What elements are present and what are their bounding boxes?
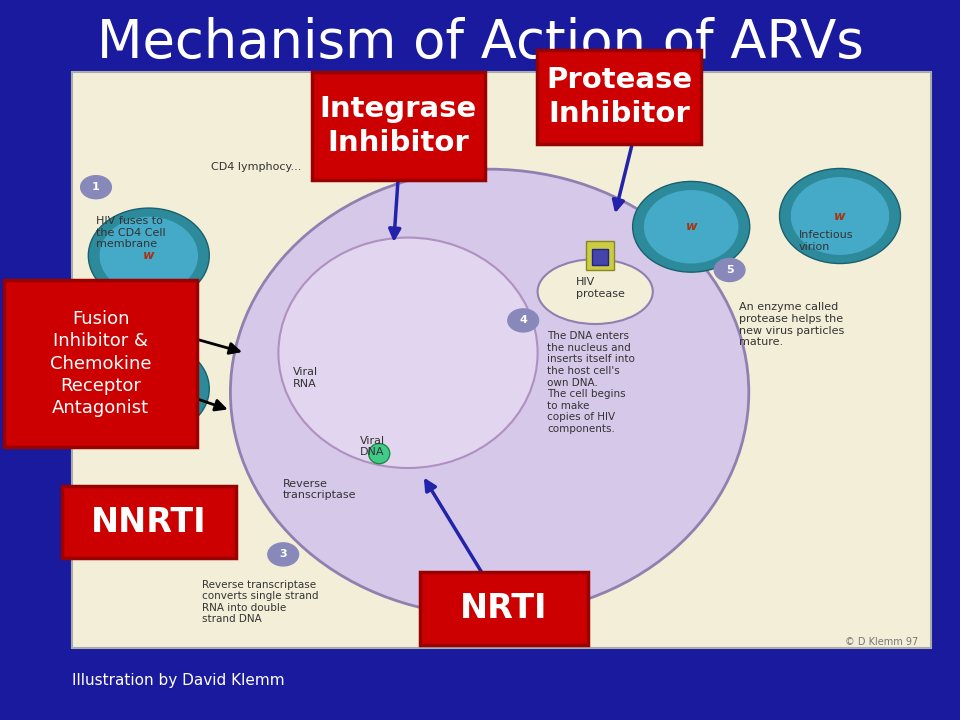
Text: Mechanism of Action of ARVs: Mechanism of Action of ARVs: [97, 17, 863, 69]
Text: 1: 1: [92, 182, 100, 192]
Ellipse shape: [88, 341, 209, 436]
Text: Viral
RNA: Viral RNA: [108, 302, 132, 324]
FancyBboxPatch shape: [538, 50, 701, 144]
Text: Illustration by David Klemm: Illustration by David Klemm: [72, 673, 284, 688]
FancyBboxPatch shape: [420, 572, 588, 645]
Ellipse shape: [780, 168, 900, 264]
Text: HIV fuses to
the CD4 Cell
membrane: HIV fuses to the CD4 Cell membrane: [96, 216, 166, 249]
Text: Protease
Inhibitor: Protease Inhibitor: [546, 66, 692, 128]
Text: An enzyme called
protease helps the
new virus particles
mature.: An enzyme called protease helps the new …: [739, 302, 845, 347]
FancyBboxPatch shape: [592, 249, 608, 265]
Text: © D Klemm 97: © D Klemm 97: [845, 637, 918, 647]
FancyBboxPatch shape: [61, 485, 236, 559]
Text: w: w: [143, 382, 155, 395]
Circle shape: [508, 309, 539, 332]
Text: w: w: [834, 210, 846, 222]
Ellipse shape: [643, 189, 739, 264]
Ellipse shape: [230, 169, 749, 616]
Text: Infectious
virion: Infectious virion: [799, 230, 853, 252]
Text: Viral
RNA: Viral RNA: [293, 367, 318, 389]
FancyBboxPatch shape: [586, 241, 614, 270]
Text: HIV
protease: HIV protease: [576, 277, 625, 299]
FancyBboxPatch shape: [4, 280, 198, 446]
Text: Viral
DNA: Viral DNA: [360, 436, 385, 457]
Text: 4: 4: [519, 315, 527, 325]
Circle shape: [81, 176, 111, 199]
Text: Integrase
Inhibitor: Integrase Inhibitor: [320, 95, 477, 157]
Text: w: w: [143, 249, 155, 262]
FancyBboxPatch shape: [311, 71, 485, 180]
Ellipse shape: [790, 176, 890, 256]
Ellipse shape: [633, 181, 750, 272]
Text: The DNA enters
the nucleus and
inserts itself into
the host cell's
own DNA.
The : The DNA enters the nucleus and inserts i…: [547, 331, 636, 434]
Ellipse shape: [538, 259, 653, 324]
Text: Fusion
Inhibitor &
Chemokine
Receptor
Antagonist: Fusion Inhibitor & Chemokine Receptor An…: [50, 310, 152, 417]
Text: 3: 3: [279, 549, 287, 559]
Text: NNRTI: NNRTI: [91, 505, 206, 539]
Text: CD4 lymphocy...: CD4 lymphocy...: [211, 162, 301, 172]
Text: w: w: [685, 220, 697, 233]
FancyBboxPatch shape: [72, 72, 931, 648]
Ellipse shape: [88, 208, 209, 303]
Ellipse shape: [278, 238, 538, 468]
Ellipse shape: [99, 216, 199, 295]
Text: NRTI: NRTI: [460, 592, 548, 625]
Text: Reverse
transcriptase: Reverse transcriptase: [283, 479, 357, 500]
Ellipse shape: [369, 444, 390, 464]
Circle shape: [268, 543, 299, 566]
Text: Reverse transcriptase
converts single strand
RNA into double
strand DNA: Reverse transcriptase converts single st…: [202, 580, 318, 624]
Ellipse shape: [99, 349, 199, 428]
Text: 5: 5: [726, 265, 733, 275]
Circle shape: [714, 258, 745, 282]
